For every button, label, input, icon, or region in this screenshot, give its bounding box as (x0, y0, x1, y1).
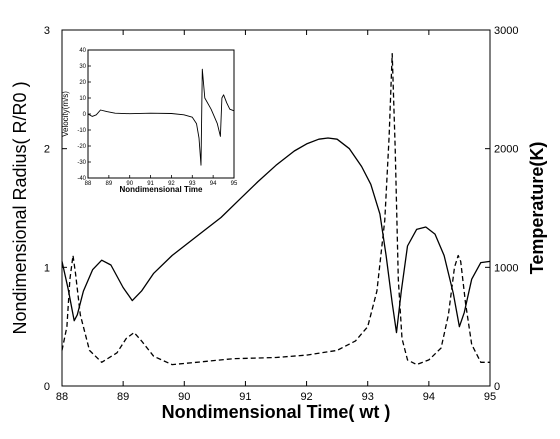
x-tick-label: 92 (300, 391, 312, 403)
inset-x-axis-title: Nondimensional Time (120, 185, 204, 194)
inset-y-axis-title: Velocity(m/s) (61, 91, 70, 137)
inset-axis-ticks: 88 89 90 91 92 93 94 95 -40 -30 -20 -10 0 10 20 30 40 (77, 48, 238, 187)
y-tick-label: 2 (44, 144, 50, 156)
radius-series-line (61, 137, 491, 334)
inset-y-tick-label: -40 (77, 176, 86, 182)
inset-y-tick-label: 20 (79, 80, 86, 86)
y2-tick-label: 1000 (494, 262, 518, 274)
inset-y-tick-label: -20 (77, 144, 86, 150)
inset-y-tick-label: 0 (83, 112, 87, 118)
inset-x-tick-label: 94 (210, 181, 217, 187)
inset-x-tick-label: 91 (147, 181, 154, 187)
inset-x-tick-label: 93 (189, 181, 196, 187)
x-tick-label: 91 (239, 391, 251, 403)
x-tick-label: 94 (423, 391, 435, 403)
main-series-group (61, 53, 491, 366)
inset-x-tick-label: 89 (106, 181, 113, 187)
x-tick-label: 88 (56, 391, 68, 403)
main-plot-frame (61, 29, 491, 387)
x-tick-label: 93 (362, 391, 374, 403)
y2-tick-label: 0 (494, 381, 500, 393)
x-tick-label: 89 (117, 391, 129, 403)
inset-y-tick-label: 10 (79, 96, 86, 102)
y-tick-label: 1 (44, 262, 50, 274)
inset-y-tick-label: -30 (77, 160, 86, 166)
y-axis-title: Nondimensional Radius( R/R0 ) (10, 81, 30, 334)
inset-y-tick-label: 30 (79, 64, 86, 70)
x-axis-title: Nondimensional Time( wt ) (162, 402, 391, 422)
y-tick-label: 3 (44, 25, 50, 37)
inset-x-tick-label: 92 (168, 181, 175, 187)
inset-series-group (87, 68, 235, 166)
inset-x-tick-label: 90 (126, 181, 133, 187)
inset-plot-frame (87, 49, 235, 179)
y2-tick-label: 3000 (494, 25, 518, 37)
y-tick-label: 0 (44, 381, 50, 393)
inset-x-tick-label: 95 (231, 181, 238, 187)
x-tick-label: 95 (484, 391, 496, 403)
inset-y-tick-label: -10 (77, 128, 86, 134)
inset-y-tick-label: 40 (79, 48, 86, 54)
x-tick-label: 90 (178, 391, 190, 403)
y2-tick-label: 2000 (494, 144, 518, 156)
velocity-series-line (87, 68, 235, 166)
temperature-series-line (61, 53, 490, 366)
inset-x-tick-label: 88 (85, 181, 92, 187)
y2-axis-title: Temperature(K) (527, 142, 547, 275)
